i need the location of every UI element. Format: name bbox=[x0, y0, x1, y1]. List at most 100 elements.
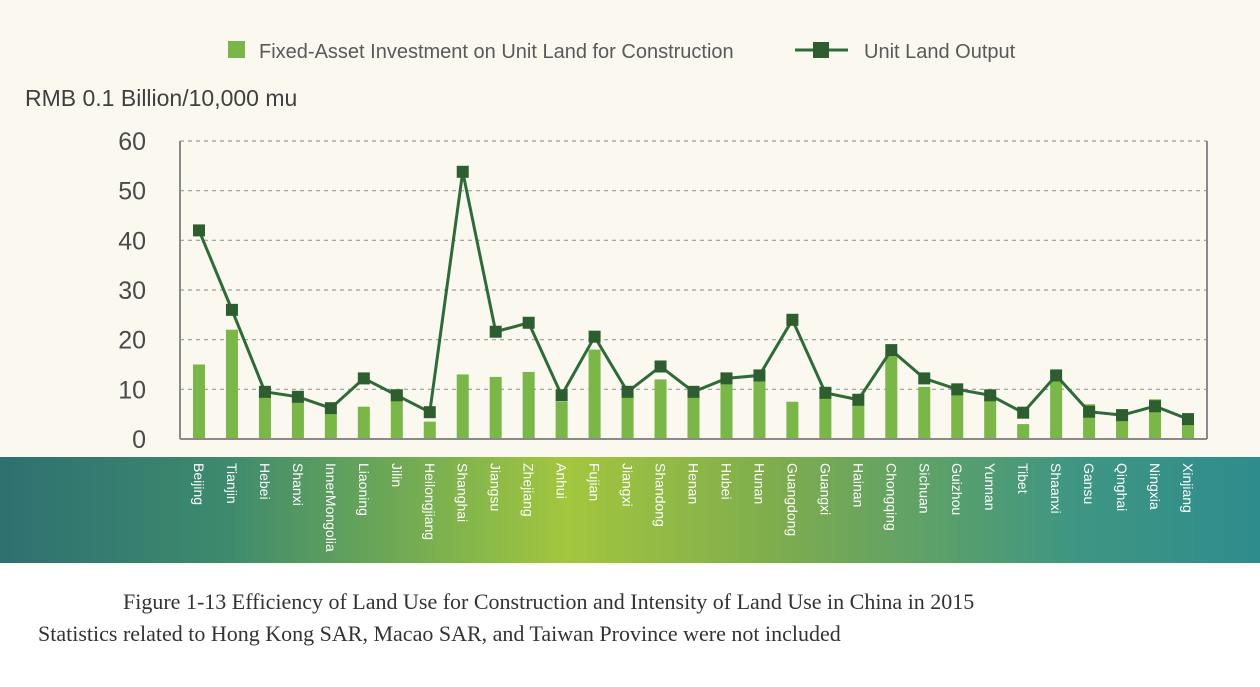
x-tick-label: Ningxia bbox=[1147, 463, 1163, 510]
line-marker bbox=[885, 344, 898, 357]
bar bbox=[423, 421, 436, 439]
bar bbox=[324, 414, 337, 439]
line-marker bbox=[522, 316, 535, 329]
bar bbox=[291, 399, 304, 439]
y-tick-label: 20 bbox=[118, 327, 146, 355]
line-marker bbox=[786, 313, 799, 326]
line-marker bbox=[687, 385, 700, 398]
x-tick-label: InnerMongolia bbox=[323, 463, 339, 552]
line-marker bbox=[588, 330, 601, 343]
x-tick-label: Jiangsu bbox=[488, 463, 504, 511]
line-marker bbox=[390, 389, 403, 402]
bar bbox=[193, 364, 205, 439]
bar bbox=[951, 394, 964, 439]
bar bbox=[885, 354, 898, 439]
line-marker bbox=[555, 389, 568, 402]
bar bbox=[918, 386, 931, 439]
x-tick-label: Guangxi bbox=[817, 463, 833, 515]
gridlines bbox=[180, 140, 1207, 390]
bar bbox=[522, 371, 535, 439]
x-tick-label: Shanxi bbox=[290, 463, 306, 506]
bar bbox=[588, 349, 601, 439]
axes bbox=[179, 141, 1208, 440]
bar bbox=[258, 394, 271, 439]
y-tick-label: 60 bbox=[118, 128, 146, 156]
x-tick-label: Beijing bbox=[191, 463, 207, 505]
legend-bar-swatch bbox=[228, 41, 245, 58]
x-tick-label: Shanghai bbox=[455, 463, 471, 522]
series-line bbox=[197, 171, 1189, 421]
y-tick-label: 50 bbox=[118, 178, 146, 206]
chart-svg: Fixed-Asset Investment on Unit Land for … bbox=[25, 41, 1208, 552]
x-tick-label: Gansu bbox=[1081, 463, 1097, 504]
bar bbox=[1017, 424, 1030, 439]
line-marker bbox=[357, 372, 370, 385]
category-band bbox=[0, 457, 1260, 563]
line-marker bbox=[225, 303, 238, 316]
line-marker bbox=[753, 369, 766, 382]
line-marker bbox=[1149, 400, 1162, 413]
x-tick-label: Qinghai bbox=[1114, 463, 1130, 511]
x-tick-label: Jiangxi bbox=[620, 463, 636, 507]
y-axis-ticks: 0 10 20 30 40 50 60 bbox=[118, 128, 146, 454]
line-marker bbox=[1083, 405, 1096, 418]
x-tick-label: Fujian bbox=[587, 463, 603, 501]
x-tick-label: Tianjin bbox=[224, 463, 240, 504]
legend-bar-label: Fixed-Asset Investment on Unit Land for … bbox=[259, 41, 734, 63]
line-marker bbox=[456, 165, 469, 178]
bar bbox=[621, 394, 634, 439]
y-tick-label: 10 bbox=[118, 376, 146, 404]
y-tick-label: 0 bbox=[132, 426, 146, 454]
bar bbox=[225, 329, 238, 439]
legend: Fixed-Asset Investment on Unit Land for … bbox=[228, 41, 1016, 63]
line-marker bbox=[1017, 406, 1030, 419]
x-tick-label: Hebei bbox=[257, 463, 273, 500]
x-tick-label: Guangdong bbox=[784, 463, 800, 536]
x-tick-label: Hainan bbox=[850, 463, 866, 507]
line-marker bbox=[654, 360, 667, 373]
y-tick-label: 30 bbox=[118, 277, 146, 305]
bar bbox=[654, 379, 667, 439]
line-marker bbox=[819, 386, 832, 399]
figure-note: Statistics related to Hong Kong SAR, Mac… bbox=[38, 621, 841, 646]
line-marker bbox=[258, 385, 271, 398]
line-marker bbox=[423, 406, 436, 419]
x-tick-label: Tibet bbox=[1015, 463, 1031, 494]
line-marker bbox=[984, 389, 997, 402]
x-tick-label: Zhejiang bbox=[521, 463, 537, 517]
x-tick-label: Jilin bbox=[389, 463, 405, 487]
line-marker bbox=[1116, 409, 1129, 422]
x-tick-label: Shandong bbox=[653, 463, 669, 527]
bar bbox=[819, 396, 832, 439]
x-tick-label: Hubei bbox=[718, 463, 734, 500]
bar bbox=[555, 401, 568, 439]
x-tick-label: Liaoning bbox=[356, 463, 372, 516]
line-marker bbox=[1050, 369, 1063, 382]
bar bbox=[720, 384, 733, 439]
bar bbox=[753, 379, 766, 439]
legend-line-label: Unit Land Output bbox=[864, 41, 1016, 63]
x-tick-label: Hunan bbox=[751, 463, 767, 504]
line-marker bbox=[324, 402, 337, 415]
line-marker bbox=[621, 385, 634, 398]
bar bbox=[1050, 379, 1063, 439]
line-marker bbox=[291, 390, 304, 403]
legend-line-marker bbox=[813, 42, 829, 58]
x-tick-label: Yunnan bbox=[982, 463, 998, 511]
x-tick-label: Henan bbox=[686, 463, 702, 504]
x-tick-label: Guizhou bbox=[949, 463, 965, 515]
figure-caption: Figure 1-13 Efficiency of Land Use for C… bbox=[123, 589, 975, 614]
line-marker bbox=[489, 325, 502, 338]
line-marker bbox=[852, 393, 865, 406]
x-tick-label: Chongqing bbox=[883, 463, 899, 531]
x-tick-label: Sichuan bbox=[916, 463, 932, 514]
x-tick-label: Xinjiang bbox=[1180, 463, 1196, 513]
x-tick-label: Shaanxi bbox=[1048, 463, 1064, 514]
line-marker bbox=[1182, 413, 1194, 426]
x-tick-label: Anhui bbox=[554, 463, 570, 499]
line-marker bbox=[918, 372, 931, 385]
y-tick-label: 40 bbox=[118, 227, 146, 255]
bar bbox=[357, 406, 370, 439]
line-marker bbox=[193, 224, 205, 237]
